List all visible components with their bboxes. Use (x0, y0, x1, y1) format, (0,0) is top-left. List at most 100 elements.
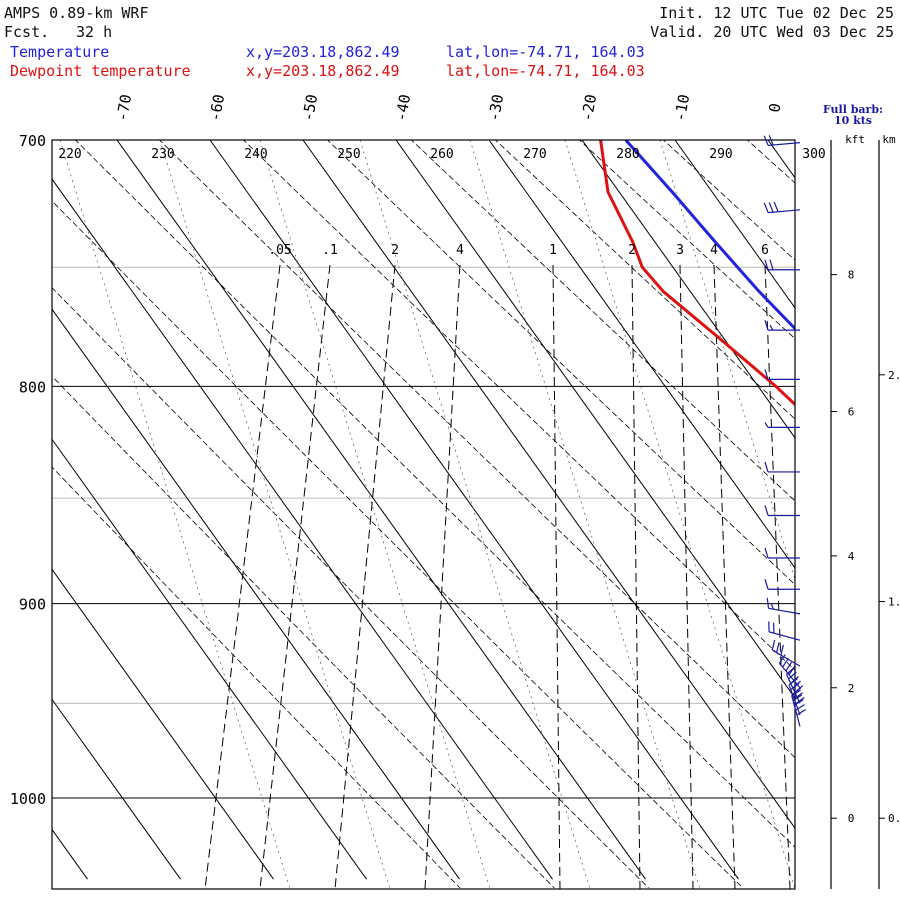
kft-tick-label: 8 (848, 269, 855, 282)
legend-dewpoint-xy: x,y=203.18,862.49 (246, 62, 400, 80)
isotherm-line (52, 568, 274, 880)
kft-tick-label: 6 (848, 406, 855, 419)
mixing-ratio-line (631, 264, 641, 889)
wind-barb (764, 259, 800, 271)
dry-adiabat (52, 466, 461, 889)
isotherm-label: 0 (765, 102, 784, 114)
kft-tick-label: 4 (848, 550, 855, 563)
dry-adiabat (52, 200, 744, 889)
mixing-ratio-label: .1 (322, 243, 338, 258)
wind-barb (778, 654, 801, 689)
mixing-ratio-label: .05 (268, 243, 291, 258)
wind-barb (764, 505, 800, 517)
dry-adiabat (662, 140, 795, 261)
isotherm-label: -10 (671, 93, 693, 123)
moist-adiabat (359, 140, 591, 889)
wind-barb (763, 201, 801, 214)
isotherm-line (302, 140, 795, 829)
wind-barb (771, 639, 801, 667)
wind-barb (764, 547, 800, 559)
isotherm-label: -40 (392, 93, 414, 123)
km-tick-label: 2. (888, 369, 900, 382)
mixing-ratio-label: 3 (676, 243, 684, 258)
isotherm-line (861, 140, 900, 879)
isotherm-label: -30 (485, 93, 507, 123)
pressure-label-800: 800 (19, 378, 46, 396)
plot-frame (51, 139, 796, 890)
pressure-label-900: 900 (19, 596, 46, 614)
km-tick-label: 1. (888, 596, 900, 609)
init-time: Init. 12 UTC Tue 02 Dec 25 (659, 4, 894, 22)
wind-barb (764, 579, 800, 590)
dry-adiabat (578, 140, 795, 340)
mixing-ratio-line (259, 264, 331, 889)
dry-adiabat-label: 260 (430, 147, 453, 162)
moist-adiabat (59, 140, 291, 889)
legend-dewpoint-latlon: lat,lon=-74.71, 164.03 (446, 62, 645, 80)
wind-barb (766, 597, 801, 615)
mixing-ratio-label: 4 (456, 243, 464, 258)
kft-label: kft (845, 133, 865, 146)
pressure-label-1000: 1000 (10, 790, 46, 808)
mixing-ratio-label: 1 (549, 243, 557, 258)
temperature-profile (624, 140, 795, 331)
mixing-ratio-line (424, 264, 461, 889)
barb-key-line2: 10 kts (833, 114, 873, 127)
moist-adiabat (259, 140, 491, 889)
mixing-ratio-label: 2 (628, 243, 636, 258)
mixing-ratio-line (552, 264, 561, 889)
dry-adiabat (410, 140, 795, 502)
isotherm-line (52, 308, 460, 880)
wind-barb (764, 319, 800, 331)
kft-tick-label: 2 (848, 682, 855, 695)
mixing-ratio-label: 6 (761, 243, 769, 258)
dry-adiabat (242, 140, 795, 671)
dry-adiabat-label: 220 (58, 147, 81, 162)
wind-barb (764, 422, 800, 428)
isotherm-line (674, 140, 795, 309)
isotherm-line (488, 140, 795, 569)
dry-adiabat (494, 140, 795, 420)
dry-adiabat (52, 375, 555, 889)
isotherm-line (581, 140, 795, 439)
mixing-ratio-label: 4 (710, 243, 718, 258)
forecast-hours: 32 h (76, 23, 113, 41)
isotherm-line (116, 140, 646, 880)
dry-adiabat (746, 140, 795, 184)
isotherm-line (52, 698, 181, 880)
dry-adiabat (74, 140, 795, 848)
dry-adiabat-label: 270 (523, 147, 546, 162)
dewpoint-profile (599, 140, 795, 407)
valid-time: Valid. 20 UTC Wed 03 Dec 25 (650, 23, 894, 41)
legend-temperature-latlon: lat,lon=-74.71, 164.03 (446, 43, 645, 61)
isotherm-label: -60 (206, 93, 228, 123)
legend-temperature-xy: x,y=203.18,862.49 (246, 43, 400, 61)
dry-adiabat (885, 114, 900, 889)
isotherm-line (767, 140, 795, 179)
dry-adiabat (326, 140, 795, 586)
pressure-label-700: 700 (19, 132, 46, 150)
barb-key-line1: Full barb: (822, 103, 884, 116)
mixing-ratio-line (713, 264, 736, 889)
legend-temperature: Temperature (10, 43, 110, 61)
moist-adiabat (469, 140, 701, 889)
dry-adiabat-label: 250 (337, 147, 360, 162)
isotherm-line (52, 178, 553, 880)
isotherm-line (395, 140, 795, 699)
km-tick-label: 0. (888, 812, 900, 825)
isotherm-line (52, 828, 88, 880)
mixing-ratio-line (334, 264, 396, 889)
isotherm-label: -50 (299, 93, 321, 123)
dry-adiabat-label: 290 (709, 147, 732, 162)
isotherm-line (52, 438, 367, 880)
kft-tick-label: 0 (848, 812, 855, 825)
wind-barb (768, 621, 801, 641)
wind-barb (791, 689, 807, 727)
moist-adiabat (659, 140, 795, 581)
mixing-ratio-label: 2 (391, 243, 399, 258)
mixing-ratio-line (764, 264, 791, 889)
isotherm-line (209, 140, 739, 880)
dry-adiabat-label: 240 (244, 147, 267, 162)
isotherm-label: -20 (578, 93, 600, 123)
